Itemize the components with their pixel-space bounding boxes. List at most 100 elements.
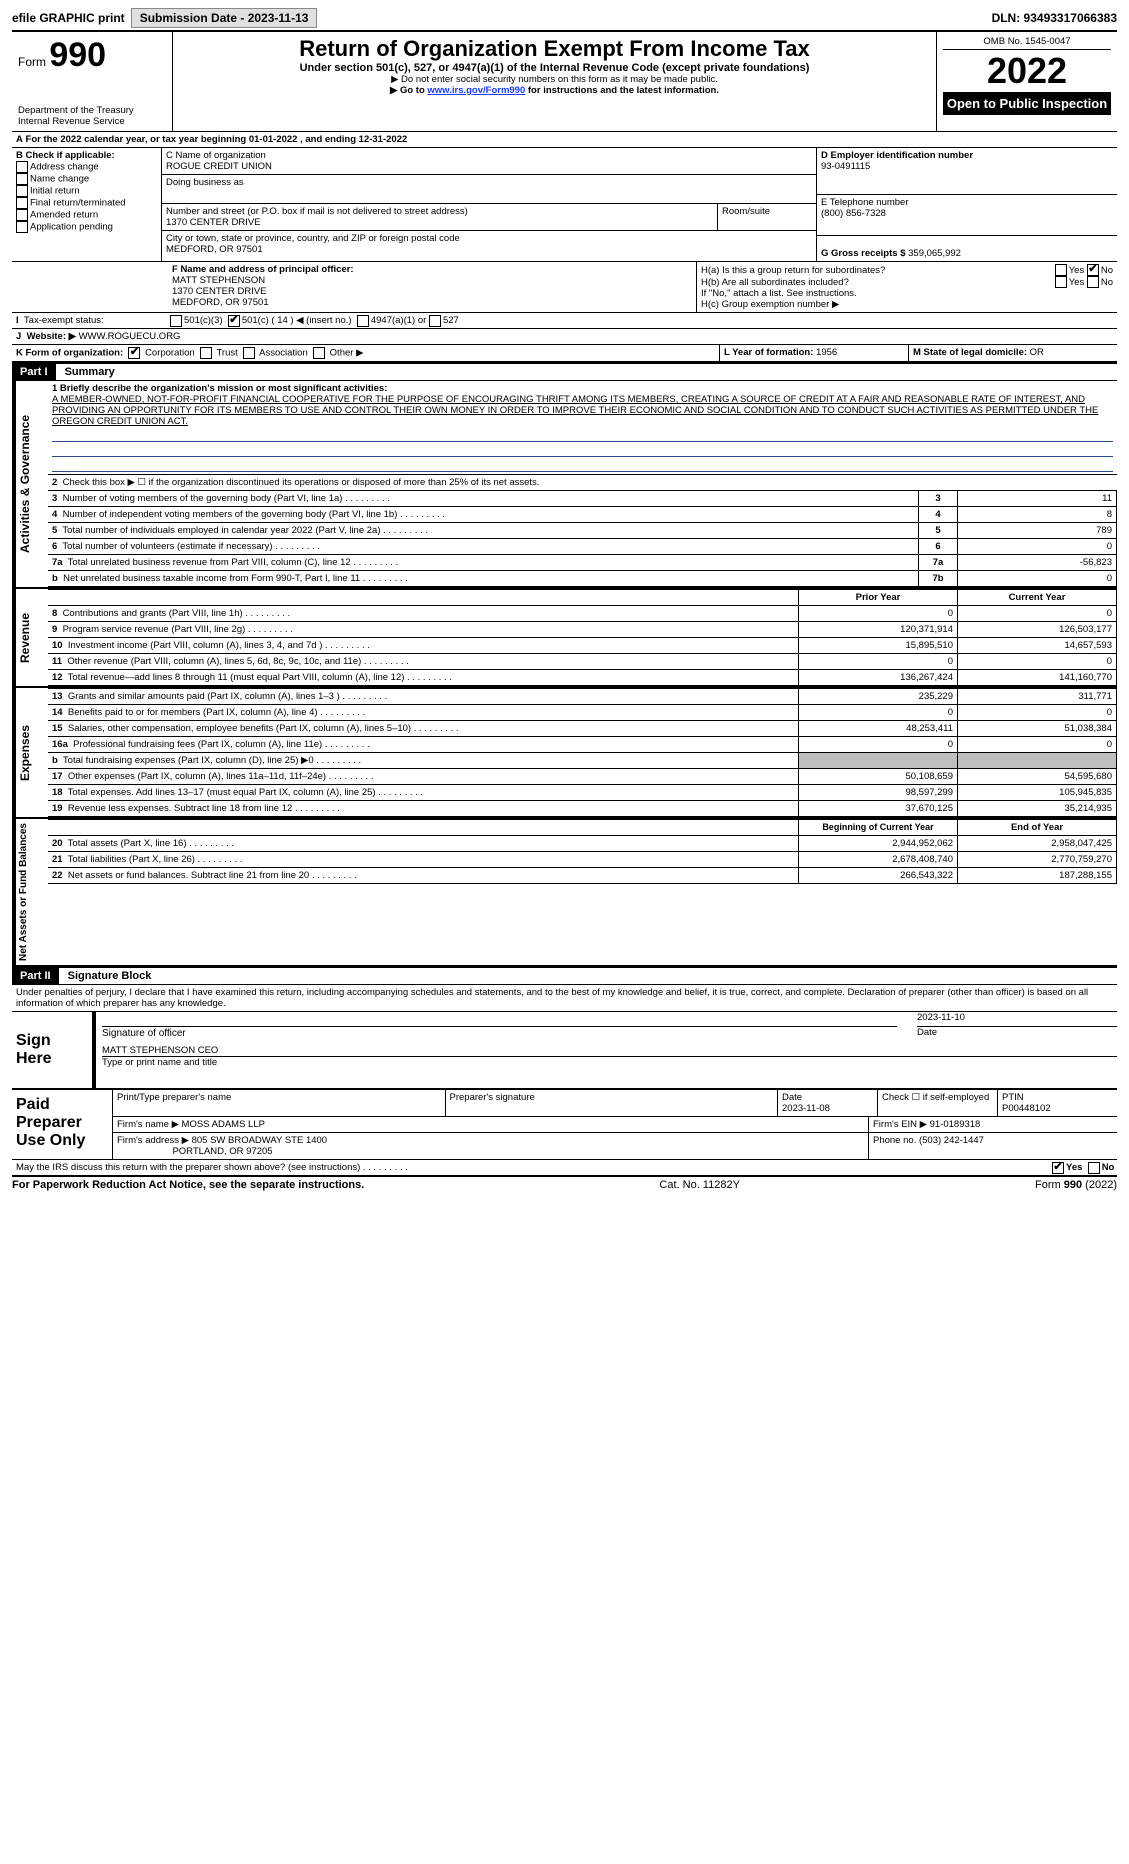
sig-officer-label: Signature of officer [102, 1026, 897, 1039]
table-row: 8 Contributions and grants (Part VIII, l… [48, 606, 1117, 622]
table-row: 12 Total revenue—add lines 8 through 11 … [48, 670, 1117, 686]
omb-number: OMB No. 1545-0047 [943, 36, 1111, 50]
i-501c[interactable]: ✔ [228, 315, 240, 327]
part2-title: Signature Block [62, 968, 158, 984]
table-row: 13 Grants and similar amounts paid (Part… [48, 689, 1117, 705]
table-row: 7a Total unrelated business revenue from… [48, 555, 1117, 571]
col-end: End of Year [958, 820, 1117, 836]
efile-label: efile GRAPHIC print [12, 11, 125, 25]
city-value: MEDFORD, OR 97501 [166, 244, 812, 255]
ha-yes-check[interactable] [1055, 264, 1067, 276]
b-label: B Check if applicable: [16, 150, 157, 161]
paid-prep-block: Paid Preparer Use Only Print/Type prepar… [12, 1090, 1117, 1160]
prep-date: 2023-11-08 [782, 1103, 830, 1114]
ha-no-check[interactable]: ✔ [1087, 264, 1099, 276]
irs-link[interactable]: www.irs.gov/Form990 [427, 85, 525, 96]
side-exp: Expenses [14, 688, 48, 817]
e-label: E Telephone number [821, 197, 1113, 208]
form-number: 990 [49, 36, 106, 74]
declaration: Under penalties of perjury, I declare th… [12, 985, 1117, 1012]
table-row: 5 Total number of individuals employed i… [48, 523, 1117, 539]
b-opt-1[interactable]: Name change [16, 173, 157, 185]
officer-street: 1370 CENTER DRIVE [172, 286, 692, 297]
line-j: J Website: ▶ WWW.ROGUECU.ORG [12, 329, 1117, 345]
side-rev: Revenue [14, 589, 48, 686]
form-id-block: Form 990 Department of the Treasury Inte… [12, 32, 172, 131]
k-corp[interactable]: ✔ [128, 347, 140, 359]
h-note: If "No," attach a list. See instructions… [701, 288, 1113, 299]
table-row: 11 Other revenue (Part VIII, column (A),… [48, 654, 1117, 670]
street-label: Number and street (or P.O. box if mail i… [166, 206, 713, 217]
section-c: C Name of organization ROGUE CREDIT UNIO… [162, 148, 817, 261]
subtitle-2: ▶ Do not enter social security numbers o… [179, 74, 930, 85]
phone-label: Phone no. [873, 1135, 916, 1146]
footer: For Paperwork Reduction Act Notice, see … [12, 1177, 1117, 1191]
city-label: City or town, state or province, country… [166, 233, 812, 244]
table-row: 21 Total liabilities (Part X, line 26) 2… [48, 852, 1117, 868]
self-emp-label[interactable]: Check ☐ if self-employed [882, 1092, 989, 1103]
officer-name: MATT STEPHENSON [172, 275, 692, 286]
footer-right: Form 990 (2022) [1035, 1179, 1117, 1191]
discuss-label: May the IRS discuss this return with the… [16, 1162, 360, 1173]
goto-post: for instructions and the latest informat… [528, 85, 719, 96]
room-label: Room/suite [722, 206, 812, 217]
section-f: F Name and address of principal officer:… [12, 262, 697, 312]
side-na: Net Assets or Fund Balances [14, 819, 48, 965]
b-opt-0[interactable]: Address change [16, 161, 157, 173]
b-opt-2[interactable]: Initial return [16, 185, 157, 197]
sign-here-block: Sign Here Signature of officer 2023-11-1… [12, 1012, 1117, 1090]
revenue-table: Prior Year Current Year 8 Contributions … [48, 589, 1117, 686]
discuss-yes[interactable]: ✔ [1052, 1162, 1064, 1174]
b-opt-3[interactable]: Final return/terminated [16, 197, 157, 209]
irs-label: Internal Revenue Service [18, 116, 166, 127]
submission-date-button[interactable]: Submission Date - 2023-11-13 [131, 8, 318, 28]
section-h: H(a) Is this a group return for subordin… [697, 262, 1117, 312]
hb-no-check[interactable] [1087, 276, 1099, 288]
form-990-page: efile GRAPHIC print Submission Date - 20… [0, 0, 1129, 1199]
form-label: Form [18, 55, 46, 69]
entity-grid: B Check if applicable: Address change Na… [12, 148, 1117, 262]
part1-bar: Part I Summary [12, 363, 1117, 381]
addr-label: Firm's address ▶ [117, 1135, 189, 1146]
d-label: D Employer identification number [821, 150, 1113, 161]
g-label: G Gross receipts $ [821, 248, 905, 259]
firm-phone: (503) 242-1447 [919, 1135, 984, 1146]
year-formation: 1956 [816, 347, 837, 358]
k-label: K Form of organization: [16, 348, 123, 359]
table-row: 9 Program service revenue (Part VIII, li… [48, 622, 1117, 638]
hb-label: H(b) Are all subordinates included? [701, 277, 1055, 288]
gross-receipts: 359,065,992 [908, 248, 961, 259]
subtitle-3: ▶ Go to www.irs.gov/Form990 for instruct… [179, 85, 930, 96]
discuss-no[interactable] [1088, 1162, 1100, 1174]
footer-mid: Cat. No. 11282Y [659, 1179, 740, 1191]
table-row: 6 Total number of volunteers (estimate i… [48, 539, 1117, 555]
line-2: 2 Check this box ▶ ☐ if the organization… [48, 475, 1117, 490]
l1-label: 1 Briefly describe the organization's mi… [52, 383, 1113, 394]
line-a: A For the 2022 calendar year, or tax yea… [12, 132, 1117, 148]
section-ag: Activities & Governance 1 Briefly descri… [12, 381, 1117, 589]
title-block: Return of Organization Exempt From Incom… [172, 32, 937, 131]
k-trust[interactable] [200, 347, 212, 359]
table-row: b Total fundraising expenses (Part IX, c… [48, 753, 1117, 769]
section-netassets: Net Assets or Fund Balances Beginning of… [12, 819, 1117, 967]
i-501c3[interactable] [170, 315, 182, 327]
firm-label: Firm's name ▶ [117, 1119, 179, 1130]
k-assoc[interactable] [243, 347, 255, 359]
sig-name-label: Type or print name and title [102, 1056, 1117, 1068]
b-opt-4[interactable]: Amended return [16, 209, 157, 221]
hb-yes-check[interactable] [1055, 276, 1067, 288]
col-begin: Beginning of Current Year [799, 820, 958, 836]
firm-name: MOSS ADAMS LLP [182, 1119, 265, 1130]
ein-label: Firm's EIN ▶ [873, 1119, 927, 1130]
i-527[interactable] [429, 315, 441, 327]
table-row: 16a Professional fundraising fees (Part … [48, 737, 1117, 753]
org-name: ROGUE CREDIT UNION [166, 161, 812, 172]
sig-date-label: Date [917, 1026, 1117, 1038]
i-4947[interactable] [357, 315, 369, 327]
sign-here-label: Sign Here [12, 1012, 92, 1088]
b-opt-5[interactable]: Application pending [16, 221, 157, 233]
website-value: WWW.ROGUECU.ORG [79, 331, 181, 342]
k-other[interactable] [313, 347, 325, 359]
street-value: 1370 CENTER DRIVE [166, 217, 713, 228]
table-row: 20 Total assets (Part X, line 16) 2,944,… [48, 836, 1117, 852]
